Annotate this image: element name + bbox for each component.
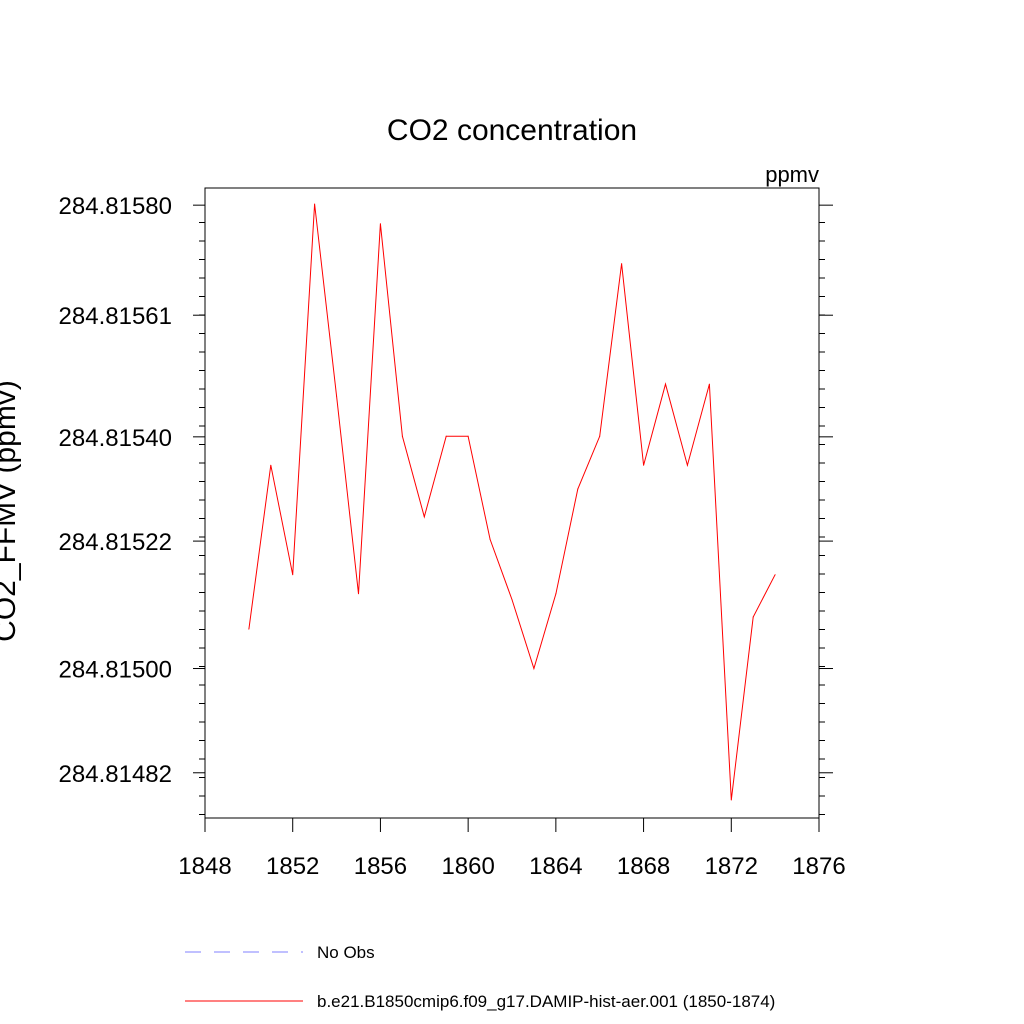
x-tick-label: 1856: [354, 853, 407, 880]
y-tick-label: 284.81561: [59, 303, 172, 330]
plot-frame: [204, 187, 820, 819]
data-point: [686, 464, 688, 466]
y-tick-label: 284.81500: [59, 657, 172, 684]
units-label: ppmv: [765, 162, 819, 187]
x-tick-label: 1848: [178, 853, 231, 880]
data-point: [401, 435, 403, 437]
data-point: [314, 203, 316, 205]
data-point: [248, 628, 250, 630]
legend-label: b.e21.B1850cmip6.f09_g17.DAMIP-hist-aer.…: [317, 992, 775, 1011]
data-point: [270, 464, 272, 466]
chart-title: CO2 concentration: [387, 114, 637, 147]
data-point: [445, 435, 447, 437]
legend-label: No Obs: [317, 943, 375, 962]
data-point: [599, 435, 601, 437]
x-tick-label: 1868: [617, 853, 670, 880]
series-line: [248, 203, 776, 801]
x-tick-label: 1860: [441, 853, 494, 880]
y-tick-label: 284.81522: [59, 529, 172, 556]
x-tick-label: 1852: [266, 853, 319, 880]
data-point: [423, 516, 425, 518]
x-tick-label: 1872: [705, 853, 758, 880]
y-axis-ticks: 284.81482 284.81500 284.81522 284.81540 284.…: [59, 193, 833, 815]
data-point: [730, 799, 732, 801]
data-point: [621, 263, 623, 265]
data-point: [752, 616, 754, 618]
series-layer: [248, 203, 776, 801]
data-point: [643, 464, 645, 466]
data-point: [665, 383, 666, 385]
legend: No Obs b.e21.B1850cmip6.f09_g17.DAMIP-his…: [185, 943, 775, 1011]
data-point: [489, 538, 491, 540]
data-point: [292, 574, 294, 576]
y-tick-label: 284.81580: [59, 193, 172, 220]
data-point: [379, 223, 381, 225]
data-point: [467, 435, 469, 437]
y-axis-title: CO2_FFMV (ppmv): [0, 380, 22, 642]
data-point: [577, 488, 579, 490]
data-point: [336, 395, 338, 397]
data-point: [708, 383, 710, 385]
y-tick-label: 284.81540: [59, 425, 172, 452]
data-point: [774, 574, 776, 576]
x-tick-label: 1876: [792, 853, 845, 880]
data-point: [511, 599, 513, 601]
data-point: [533, 668, 535, 670]
x-tick-label: 1864: [529, 853, 582, 880]
x-axis-ticks: 1848 1852 1856 1860 1864 1868 1872 1876: [178, 818, 846, 880]
y-tick-label: 284.81482: [59, 761, 172, 788]
data-point: [358, 593, 359, 595]
data-point: [555, 593, 557, 595]
